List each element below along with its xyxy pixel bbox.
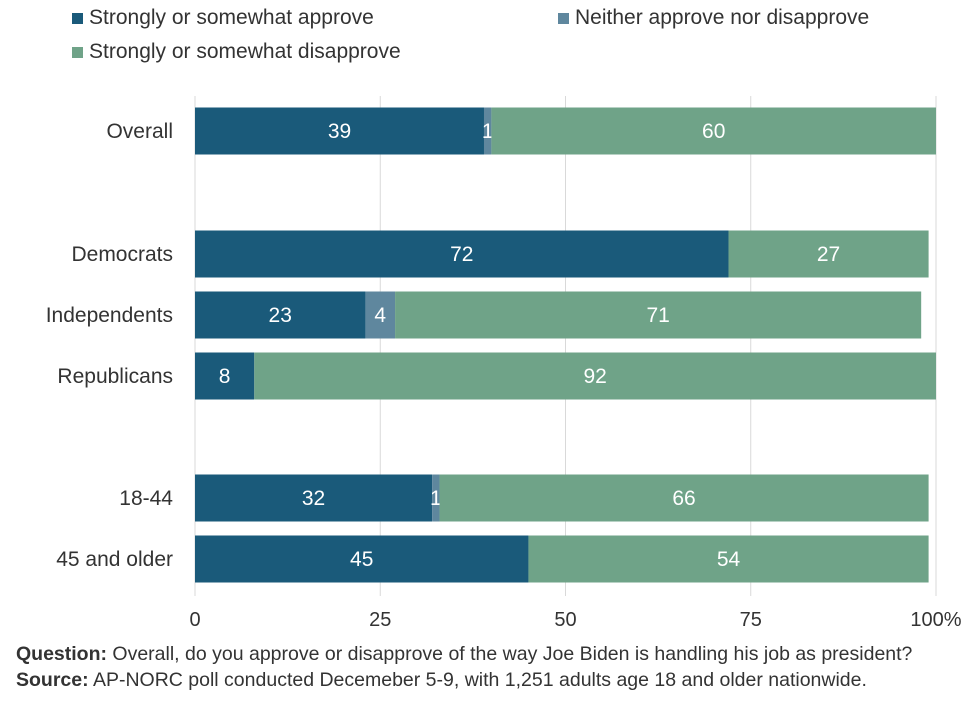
- legend-swatch-neither: [558, 12, 569, 24]
- legend-item-approve: Strongly or somewhat approve: [72, 6, 374, 30]
- x-tick-label: 0: [189, 609, 200, 631]
- bar-segment: [483, 107, 492, 155]
- legend-label-approve: Strongly or somewhat approve: [89, 6, 374, 29]
- bar-segment: [432, 474, 440, 522]
- data-label: 72: [450, 243, 473, 266]
- data-label: 32: [302, 487, 325, 510]
- source-note: Source: AP-NORC poll conducted Decemeber…: [16, 667, 972, 693]
- source-label: Source:: [16, 669, 89, 691]
- x-tick-label: 50: [554, 609, 576, 631]
- category-label: Overall: [106, 120, 173, 143]
- legend-label-neither: Neither approve nor disapprove: [575, 6, 870, 29]
- question-note: Question: Overall, do you approve or dis…: [16, 641, 972, 667]
- category-label: 45 and older: [56, 548, 173, 571]
- chart-legend: Strongly or somewhat approve Neither app…: [72, 4, 972, 74]
- category-label: Republicans: [57, 365, 173, 388]
- stacked-bar-chart: 0 25 50 75 100% Overall 39 1 60 Democrats 72 27 Inde…: [46, 96, 962, 631]
- bar-segment: [195, 230, 729, 278]
- x-tick-label: 100%: [910, 609, 961, 631]
- category-label: Independents: [46, 304, 173, 327]
- bar-segment: [195, 474, 433, 522]
- data-label: 27: [817, 243, 840, 266]
- bar-segment: [195, 535, 529, 583]
- category-label: 18-44: [119, 487, 173, 510]
- bar-segment: [528, 535, 929, 583]
- source-text: AP-NORC poll conducted Decemeber 5-9, wi…: [88, 669, 867, 691]
- legend-swatch-approve: [72, 12, 83, 24]
- data-label: 45: [350, 548, 373, 571]
- legend-label-disapprove: Strongly or somewhat disapprove: [89, 40, 401, 63]
- data-label: 54: [717, 548, 741, 571]
- bar-segment: [365, 291, 396, 339]
- data-label: 39: [328, 120, 351, 143]
- data-label: 23: [269, 304, 292, 327]
- bar-segment: [439, 474, 929, 522]
- category-label: Democrats: [71, 243, 173, 266]
- data-label: 60: [702, 120, 725, 143]
- bar-segment: [491, 107, 936, 155]
- bar-segment: [195, 352, 255, 400]
- x-tick-label: 75: [740, 609, 762, 631]
- bar-segment: [728, 230, 929, 278]
- x-tick-label: 25: [369, 609, 391, 631]
- bar-segment: [195, 291, 366, 339]
- data-label: 1: [430, 487, 442, 510]
- data-label: 8: [219, 365, 231, 388]
- data-label: 1: [482, 120, 494, 143]
- bar-segment: [195, 107, 484, 155]
- legend-item-disapprove: Strongly or somewhat disapprove: [72, 40, 401, 64]
- chart-footer: Question: Overall, do you approve or dis…: [16, 641, 972, 693]
- question-text: Overall, do you approve or disapprove of…: [107, 643, 913, 665]
- data-label: 66: [672, 487, 695, 510]
- legend-swatch-disapprove: [72, 46, 83, 58]
- bar-segment: [254, 352, 936, 400]
- legend-item-neither: Neither approve nor disapprove: [558, 6, 869, 30]
- data-label: 4: [374, 304, 386, 327]
- bar-segment: [395, 291, 922, 339]
- question-label: Question:: [16, 643, 107, 665]
- data-label: 92: [583, 365, 606, 388]
- data-label: 71: [646, 304, 669, 327]
